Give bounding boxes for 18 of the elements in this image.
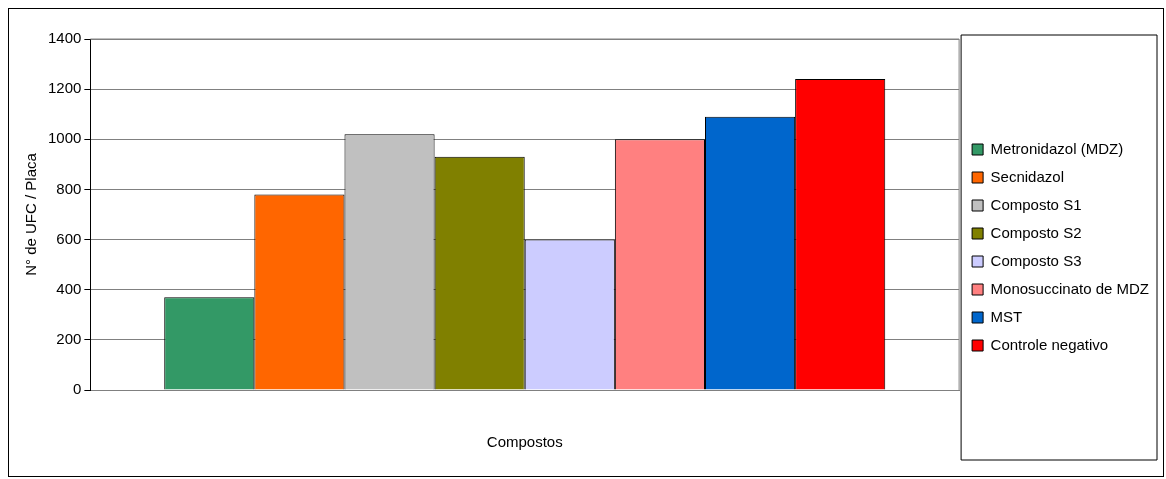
legend-label: Monosuccinato de MDZ (990, 279, 1150, 297)
y-tick-label: 1200 (47, 79, 82, 97)
y-tick-label: 1400 (47, 29, 82, 47)
x-axis-title: Compostos (486, 433, 563, 451)
legend-label: Metronidazol (MDZ) (990, 139, 1124, 157)
y-axis-title: N° de UFC / Placa (22, 152, 40, 276)
legend-label: Controle negativo (990, 335, 1109, 353)
legend-label: MST (990, 307, 1023, 325)
legend-label: Secnidazol (990, 167, 1064, 185)
y-tick-label: 0 (73, 380, 82, 398)
y-tick-label: 200 (56, 330, 82, 347)
y-tick-label: 400 (56, 279, 82, 297)
y-tick-label: 800 (56, 179, 82, 197)
legend-label: Composto S1 (990, 195, 1082, 213)
y-tick-label: 600 (56, 229, 82, 247)
legend-label: Composto S2 (990, 223, 1082, 241)
legend-label: Composto S3 (990, 251, 1082, 269)
y-tick-label: 1000 (47, 129, 82, 147)
